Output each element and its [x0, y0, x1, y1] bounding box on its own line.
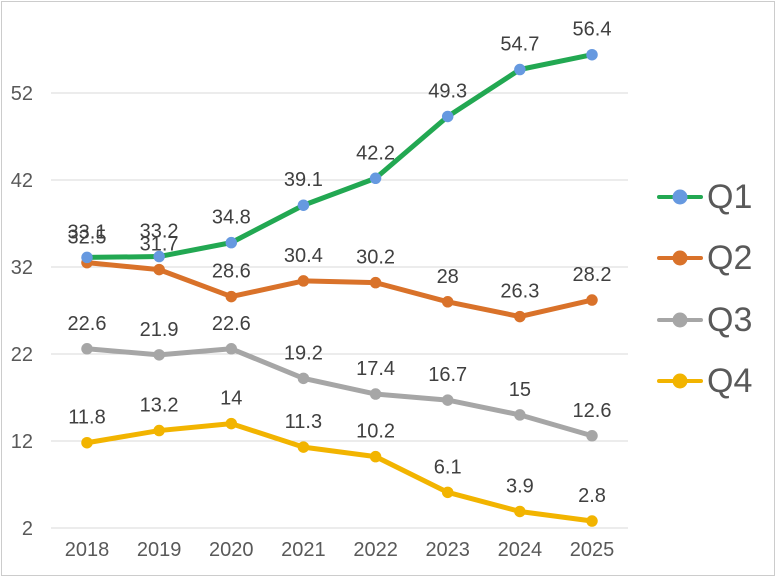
svg-text:2018: 2018: [65, 539, 110, 561]
svg-text:2019: 2019: [137, 539, 182, 561]
svg-text:56.4: 56.4: [573, 19, 612, 41]
svg-text:16.7: 16.7: [428, 364, 467, 386]
svg-text:52: 52: [11, 83, 33, 105]
svg-text:28.2: 28.2: [573, 264, 612, 286]
svg-text:22.6: 22.6: [212, 313, 251, 335]
svg-text:42.2: 42.2: [356, 142, 395, 164]
svg-text:2025: 2025: [570, 539, 615, 561]
svg-text:15: 15: [509, 379, 531, 401]
svg-text:30.2: 30.2: [356, 247, 395, 269]
svg-text:11.8: 11.8: [68, 407, 105, 429]
svg-text:49.3: 49.3: [428, 81, 467, 103]
svg-text:42: 42: [11, 170, 33, 192]
svg-text:17.4: 17.4: [356, 358, 395, 380]
svg-text:2020: 2020: [209, 539, 254, 561]
svg-text:21.9: 21.9: [140, 319, 179, 341]
svg-text:14: 14: [220, 388, 242, 410]
svg-text:39.1: 39.1: [284, 169, 323, 191]
svg-text:22: 22: [11, 344, 33, 366]
svg-text:33.2: 33.2: [140, 221, 179, 243]
svg-text:28: 28: [437, 266, 459, 288]
svg-text:3.9: 3.9: [506, 476, 534, 498]
svg-text:2: 2: [22, 518, 33, 540]
svg-text:2024: 2024: [498, 539, 543, 561]
svg-text:32: 32: [11, 257, 33, 279]
svg-text:11.3: 11.3: [285, 411, 322, 433]
svg-text:34.8: 34.8: [212, 207, 251, 229]
svg-text:33.1: 33.1: [68, 221, 107, 243]
svg-text:28.6: 28.6: [212, 261, 251, 283]
svg-text:6.1: 6.1: [434, 456, 462, 478]
svg-text:22.6: 22.6: [68, 313, 107, 335]
svg-text:30.4: 30.4: [284, 245, 323, 267]
svg-text:12: 12: [11, 431, 33, 453]
svg-text:2.8: 2.8: [578, 485, 606, 507]
svg-text:10.2: 10.2: [356, 421, 395, 443]
svg-text:2022: 2022: [353, 539, 398, 561]
svg-text:2021: 2021: [281, 539, 326, 561]
svg-text:19.2: 19.2: [284, 342, 323, 364]
svg-text:2023: 2023: [425, 539, 470, 561]
svg-text:13.2: 13.2: [140, 395, 179, 417]
svg-text:26.3: 26.3: [500, 281, 539, 303]
svg-text:12.6: 12.6: [573, 400, 612, 422]
svg-text:54.7: 54.7: [500, 34, 539, 56]
